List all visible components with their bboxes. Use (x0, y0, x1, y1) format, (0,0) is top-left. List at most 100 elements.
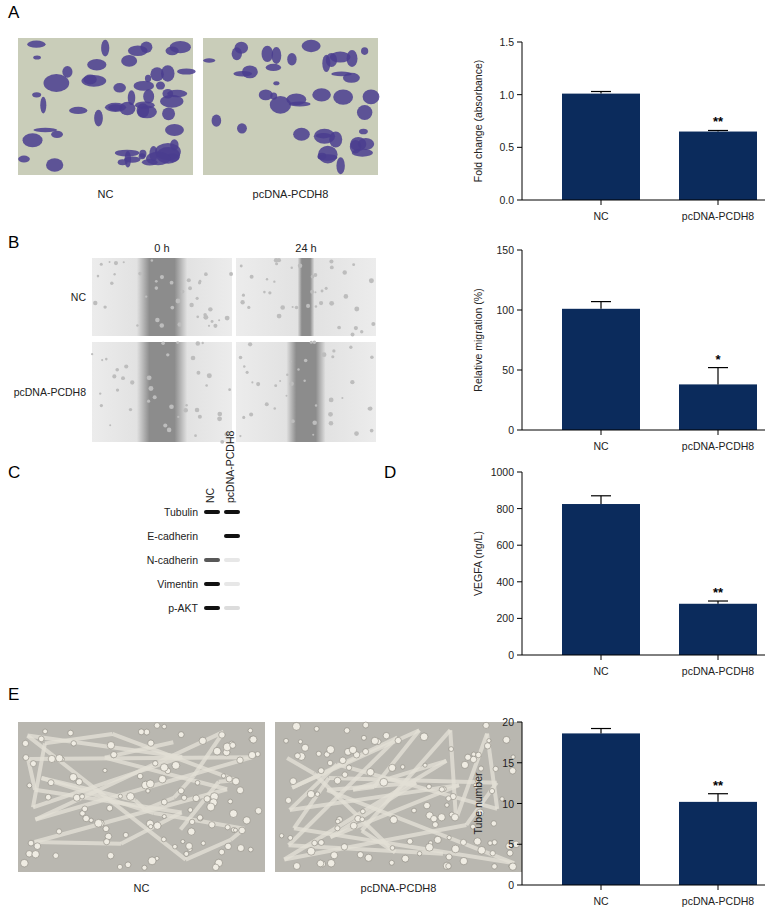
stained-cell (363, 89, 380, 104)
cell (315, 792, 320, 797)
cell (172, 762, 180, 770)
cell (452, 845, 460, 853)
cell (225, 316, 230, 321)
stained-cell (161, 65, 174, 82)
bar (679, 384, 757, 430)
stained-cell (318, 146, 338, 164)
x-tick-label: pcDNA-PCDH8 (682, 665, 755, 677)
blot-label: Tubulin (164, 506, 198, 518)
cell (232, 778, 239, 785)
significance: ** (713, 114, 724, 129)
cell (242, 294, 245, 297)
y-tick-label: 0.5 (499, 141, 514, 153)
cell (83, 815, 89, 821)
cell (344, 294, 349, 299)
stained-cell (40, 97, 46, 114)
stained-cell (32, 92, 41, 97)
cell (490, 851, 495, 856)
cell (213, 324, 217, 328)
cell (213, 747, 221, 755)
cell (284, 738, 289, 743)
column-label: 24 h (295, 242, 316, 254)
x-tick (601, 885, 602, 890)
error-line (717, 368, 718, 385)
x-tick-label: NC (593, 665, 609, 677)
cell (371, 322, 375, 326)
stained-cell (146, 152, 170, 166)
cell (226, 776, 232, 782)
cell (170, 281, 174, 285)
cell (488, 841, 493, 846)
cell (503, 736, 510, 743)
y-tick (517, 885, 522, 886)
cell (314, 726, 319, 731)
stained-cell (94, 110, 103, 127)
cell (127, 793, 135, 801)
tube-image (275, 722, 522, 872)
y-tick (517, 655, 522, 656)
cell (28, 840, 34, 846)
error-bar (591, 729, 611, 734)
cell (209, 822, 215, 828)
cell (330, 265, 334, 269)
stained-cell (203, 58, 215, 62)
cell (113, 273, 115, 275)
cell (101, 359, 103, 361)
cell (219, 732, 225, 738)
y-tick (517, 803, 522, 804)
lane-label: pcDNA-PCDH8 (224, 430, 236, 503)
y-tick (517, 618, 522, 619)
cell (196, 341, 200, 345)
cell (256, 382, 260, 386)
cell (349, 346, 352, 349)
blot-band (224, 510, 240, 514)
bar-chart: **02004006008001000NCpcDNA-PCDH8VEGFA (n… (472, 466, 765, 677)
cell (187, 278, 191, 282)
cell (279, 834, 283, 838)
cell (115, 368, 119, 372)
cell (370, 356, 374, 360)
cell (483, 722, 489, 728)
cell (237, 757, 243, 763)
cell (148, 857, 156, 865)
cell (426, 843, 434, 851)
cell (91, 353, 93, 355)
y-tick (517, 370, 522, 371)
cell (250, 275, 254, 279)
cell (166, 353, 169, 356)
cell (349, 746, 356, 753)
cell (153, 395, 157, 399)
stained-cell (46, 158, 63, 172)
stained-cell (162, 89, 173, 99)
cell (103, 768, 107, 772)
stained-cell (286, 93, 306, 105)
cell (197, 815, 203, 821)
cell (181, 795, 186, 800)
stained-cell (318, 154, 338, 161)
error-cap (708, 130, 728, 131)
cell (153, 761, 158, 766)
cell (23, 755, 29, 761)
cell (432, 822, 438, 828)
blot-band (224, 558, 240, 562)
error-cap (591, 301, 611, 302)
cell (401, 765, 405, 769)
bar-chart: **05101520NCpcDNA-PCDH8Tube number (472, 716, 765, 907)
cell (240, 300, 244, 304)
y-axis-label: VEGFA (ng/L) (472, 531, 484, 596)
image-background (275, 722, 522, 872)
cell (310, 341, 313, 344)
cell (328, 412, 333, 417)
y-tick (517, 508, 522, 509)
cell (48, 755, 55, 762)
cell (219, 849, 225, 855)
cell (341, 844, 347, 850)
cell (291, 419, 295, 423)
y-tick (517, 250, 522, 251)
cell (155, 286, 159, 290)
cell (360, 809, 365, 814)
image-label: NC (134, 882, 150, 894)
cell (123, 261, 125, 263)
cell (117, 864, 122, 869)
blot-label: p-AKT (168, 602, 198, 614)
